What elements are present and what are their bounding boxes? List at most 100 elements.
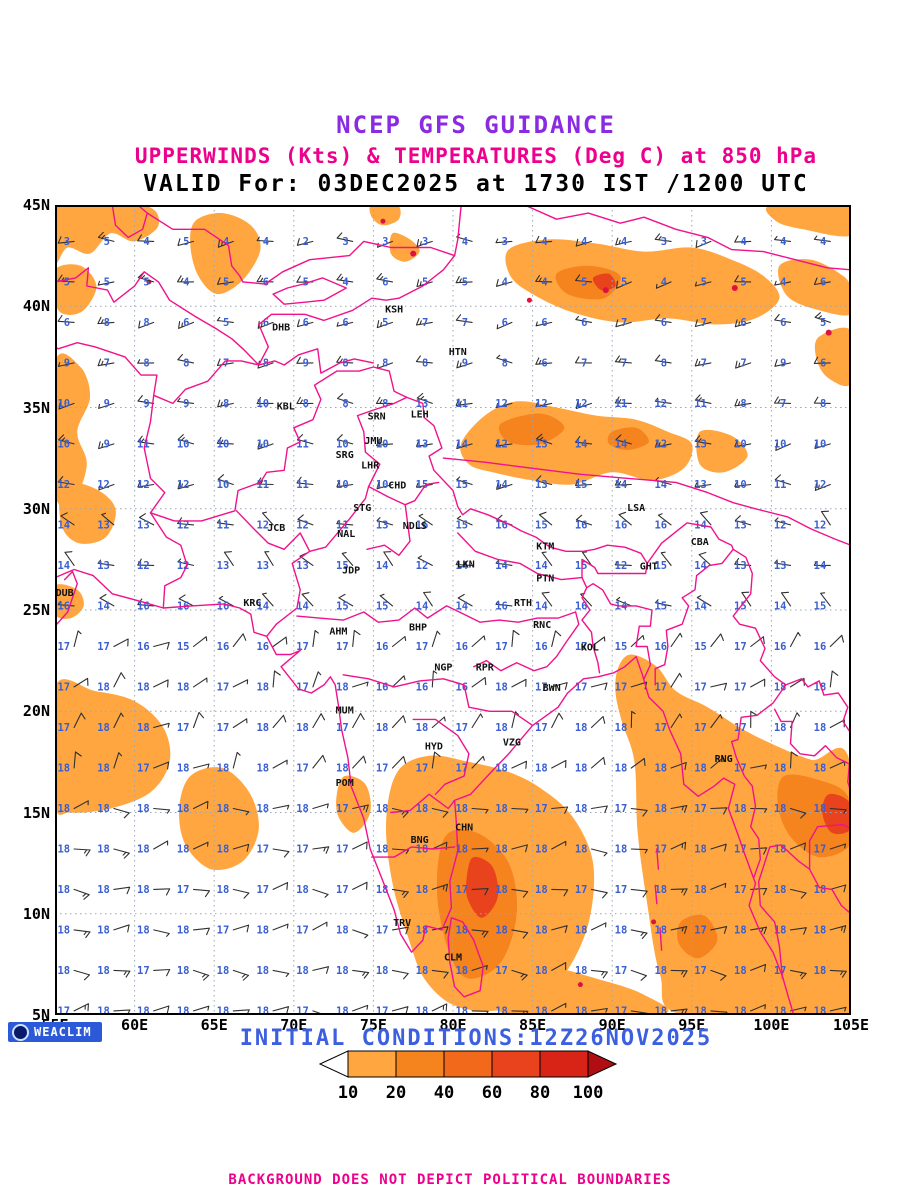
wind-barb: 11 — [217, 519, 234, 531]
temperature-value: 18 — [774, 884, 787, 896]
temperature-value: 11 — [694, 398, 707, 410]
wind-barb: 5 — [97, 276, 115, 288]
wind-barb: 12 — [177, 479, 195, 491]
temperature-value: 17 — [296, 844, 309, 856]
temperature-value: 13 — [694, 479, 707, 491]
wind-barb: 18 — [734, 1004, 766, 1015]
temperature-value: 18 — [495, 681, 508, 693]
wind-barb: 17 — [336, 881, 368, 896]
wind-barb: 17 — [694, 714, 723, 734]
temperature-value: 18 — [814, 924, 827, 936]
wind-barb: 17 — [734, 710, 758, 734]
temperature-value: 18 — [774, 1005, 787, 1015]
wind-barb: 18 — [535, 962, 567, 977]
temperature-value: 14 — [495, 560, 508, 572]
wind-barb: 8 — [375, 396, 394, 410]
temperature-value: 17 — [177, 722, 190, 734]
wind-barb: 18 — [495, 711, 519, 734]
temperature-value: 18 — [734, 803, 747, 815]
wind-barb: 10 — [336, 434, 354, 450]
station-label-ptn: PTN — [536, 574, 554, 585]
wind-barb: 18 — [97, 752, 123, 775]
wind-barb: 16 — [774, 631, 801, 653]
wind-barb: 10 — [814, 438, 831, 450]
wind-barb: 18 — [336, 924, 369, 939]
temperature-value: 8 — [104, 317, 110, 329]
wind-barb: 17 — [575, 681, 608, 693]
temperature-value: 18 — [177, 681, 190, 693]
lon-tick-label: 105E — [832, 1016, 870, 1034]
temperature-value: 16 — [615, 519, 628, 531]
temperature-value: 16 — [814, 641, 827, 653]
wind-barb: 18 — [296, 713, 326, 734]
wind-barb: 18 — [814, 1005, 847, 1015]
station-label-nal: NAL — [337, 529, 355, 540]
wind-barb: 18 — [654, 965, 688, 978]
lon-tick-label: 60E — [121, 1016, 149, 1034]
wind-barb: 11 — [336, 519, 354, 531]
colorbar-tick-label: 100 — [573, 1083, 604, 1102]
wind-barb: 18 — [416, 1003, 448, 1015]
station-label-jcb: JCB — [267, 523, 285, 534]
temperature-value: 18 — [455, 803, 468, 815]
temperature-value: 6 — [541, 357, 547, 369]
temperature-value: 18 — [336, 965, 349, 977]
temperature-value: 18 — [416, 844, 429, 856]
temperature-value: 13 — [734, 519, 747, 531]
temperature-value: 10 — [814, 438, 827, 450]
temperature-value: 18 — [814, 965, 827, 977]
temperature-value: 17 — [97, 641, 110, 653]
temperature-value: 4 — [462, 236, 468, 248]
wind-barb: 6 — [57, 314, 75, 329]
lat-tick-label: 35N — [22, 398, 50, 417]
station-label-cba: CBA — [691, 537, 709, 548]
wind-barb: 18 — [57, 800, 89, 815]
wind-barb: 18 — [336, 755, 367, 775]
temperature-value: 5 — [64, 276, 70, 288]
temperature-value: 11 — [256, 479, 269, 491]
wind-barb: 16 — [455, 635, 486, 653]
temperature-value: 18 — [615, 763, 628, 775]
temperature-value: 10 — [376, 479, 389, 491]
temperature-value: 13 — [137, 519, 150, 531]
temperature-value: 17 — [575, 681, 588, 693]
temperature-value: 18 — [734, 965, 747, 977]
temperature-value: 18 — [97, 844, 110, 856]
boundary-coast-main — [55, 568, 795, 1015]
wind-barb: 16 — [376, 675, 406, 693]
wind-barb: 3 — [336, 232, 354, 248]
wind-barb: 14 — [774, 591, 792, 612]
temperature-value: 18 — [575, 722, 588, 734]
temperature-value: 18 — [217, 1005, 230, 1015]
wind-barb: 18 — [814, 670, 839, 693]
boundary-aral-sea — [111, 205, 148, 239]
temperature-value: 18 — [336, 924, 349, 936]
wind-barb: 12 — [615, 560, 632, 572]
wind-barb: 8 — [654, 354, 672, 369]
wind-barb: 8 — [813, 396, 831, 410]
temperature-value: 18 — [814, 884, 827, 896]
wind-barb: 18 — [495, 924, 529, 939]
temperature-value: 6 — [661, 317, 667, 329]
wind-barb: 15 — [734, 591, 752, 612]
wind-barb: 10 — [376, 438, 394, 450]
temperature-value: 15 — [575, 560, 588, 572]
wind-barb: 7 — [694, 357, 712, 369]
wind-barb: 18 — [57, 884, 90, 900]
wind-barb: 7 — [614, 355, 632, 369]
temperature-value: 18 — [296, 884, 309, 896]
temperature-value: 7 — [701, 317, 707, 329]
wind-barb: 11 — [256, 477, 274, 491]
wind-barb: 13 — [416, 438, 433, 450]
wind-barb: 5 — [694, 276, 712, 288]
wind-barb: 18 — [694, 757, 725, 775]
wind-barb: 13 — [296, 552, 314, 572]
temperature-value: 18 — [575, 803, 588, 815]
boundary-myanmar-india — [654, 548, 734, 686]
wind-barb: 18 — [734, 803, 768, 815]
temperature-value: 18 — [535, 924, 548, 936]
temperature-value: 18 — [177, 763, 190, 775]
temperature-value: 17 — [256, 844, 269, 856]
station-label-rpr: RPR — [476, 663, 495, 674]
temperature-value: 5 — [223, 317, 229, 329]
